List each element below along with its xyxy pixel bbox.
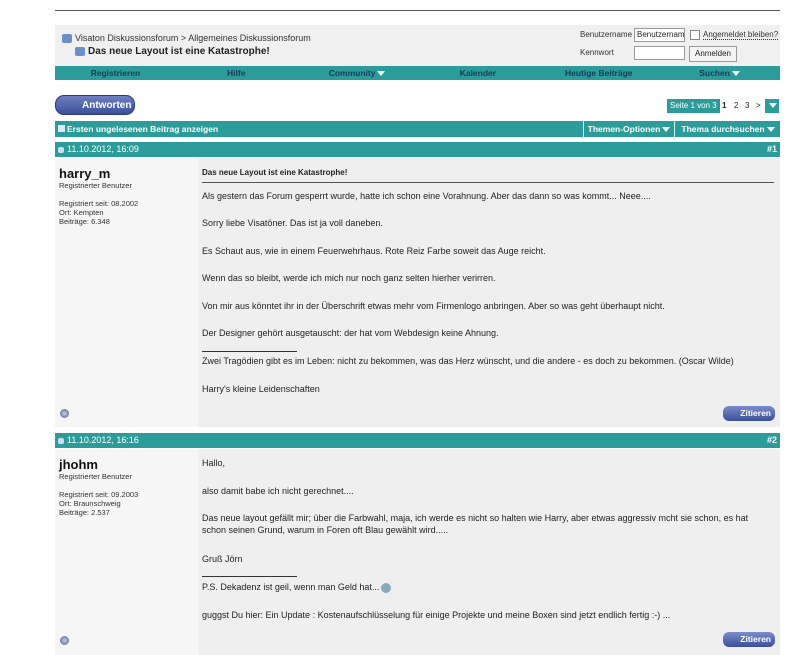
top-divider <box>55 10 780 11</box>
reply-button[interactable]: Antworten <box>55 95 135 115</box>
signature-link[interactable]: guggst Du hier: Ein Update : Kostenaufsc… <box>202 610 671 620</box>
thread-icon <box>75 46 85 56</box>
pager-label: Seite 1 von 3 <box>667 99 720 113</box>
post-paragraph: Als gestern das Forum gesperrt wurde, ha… <box>202 191 651 201</box>
remember-checkbox[interactable] <box>690 30 700 40</box>
thread-title-text: Das neue Layout ist eine Katastrophe! <box>88 46 270 57</box>
post-paragraph: Gruß Jörn <box>202 554 243 564</box>
breadcrumb: Visaton Diskussionsforum > Allgemeines D… <box>62 33 311 44</box>
signature-link[interactable]: Harry's kleine Leidenschaften <box>202 384 320 394</box>
post-date: 11.10.2012, 16:09 <box>67 144 139 154</box>
post-username[interactable]: jhohm <box>59 457 98 472</box>
nav-calendar[interactable]: Kalender <box>459 68 497 78</box>
user-location: Ort: Kempten <box>59 208 104 217</box>
post-paragraph: Wenn das so bleibt, werde ich mich nur n… <box>202 273 496 283</box>
post-icon <box>58 146 64 153</box>
pager-page-2[interactable]: 2 <box>734 101 739 110</box>
breadcrumb-forum-link[interactable]: Visaton Diskussionsforum <box>75 33 179 43</box>
username-label: Benutzername <box>580 30 633 39</box>
remember-label: Angemeldet bleiben? <box>703 30 779 40</box>
nav-register[interactable]: Registrieren <box>90 68 141 78</box>
cool-smiley-icon <box>381 582 392 593</box>
post-number-link[interactable]: #2 <box>766 435 777 445</box>
password-input[interactable] <box>634 46 685 60</box>
pager-page-1[interactable]: 1 <box>722 101 727 110</box>
quote-button[interactable]: Zitieren <box>723 406 775 421</box>
nav-todays-posts[interactable]: Heutige Beiträge <box>564 68 633 78</box>
post-username[interactable]: harry_m <box>59 166 111 181</box>
post-paragraph: Sorry liebe Visatöner. Das ist ja voll d… <box>202 218 383 228</box>
forum-icon <box>62 34 72 44</box>
user-rank: Registrierter Benutzer <box>59 181 132 190</box>
user-location: Ort: Braunschweig <box>59 499 121 508</box>
signature-divider <box>202 351 297 352</box>
signature-divider <box>202 576 297 577</box>
post-date: 11.10.2012, 16:16 <box>67 435 139 445</box>
user-post-count: Beiträge: 2.537 <box>59 508 110 517</box>
post-number-link[interactable]: #1 <box>766 144 777 154</box>
offline-status-icon <box>60 636 69 645</box>
password-label: Kennwort <box>580 48 614 57</box>
post-body: Hallo, also damit babe ich nicht gerechn… <box>198 449 780 655</box>
post-paragraph: Es Schaut aus, wie in einem Feuerwehrhau… <box>202 246 546 256</box>
pager-jump-button[interactable] <box>765 99 779 113</box>
checkbox-icon <box>58 125 65 132</box>
user-post-count: Beiträge: 6.348 <box>59 217 110 226</box>
pager-next[interactable]: > <box>756 101 761 110</box>
signature-text: P.S. Dekadenz ist geil, wenn man Geld ha… <box>202 582 380 592</box>
breadcrumb-separator: > <box>180 33 187 43</box>
username-input[interactable]: Benutzernam <box>634 28 685 42</box>
thread-options-menu[interactable]: Themen-Optionen <box>583 121 674 137</box>
post-icon <box>58 437 64 444</box>
thread-toolbar: Ersten ungelesenen Beitrag anzeigen Them… <box>55 121 780 137</box>
post-userinfo: jhohm Registrierter Benutzer Registriert… <box>55 449 198 655</box>
nav-help[interactable]: Hilfe <box>227 68 246 78</box>
title-divider <box>202 182 774 183</box>
signature-text: Zwei Tragödien gibt es im Leben: nicht z… <box>202 356 734 366</box>
first-unread-link[interactable]: Ersten ungelesenen Beitrag anzeigen <box>55 124 218 134</box>
main-nav: Registrieren Hilfe Community Kalender He… <box>55 66 780 80</box>
dropdown-arrow-icon <box>731 71 740 77</box>
post-title: Das neue Layout ist eine Katastrophe! <box>202 168 348 177</box>
post-header: 11.10.2012, 16:16 #2 <box>55 433 780 448</box>
user-rank: Registrierter Benutzer <box>59 472 132 481</box>
breadcrumb-subforum-link[interactable]: Allgemeines Diskussionsforum <box>188 33 311 43</box>
quote-button[interactable]: Zitieren <box>723 632 775 647</box>
login-button[interactable]: Anmelden <box>689 46 737 62</box>
offline-status-icon <box>60 409 69 418</box>
post-header: 11.10.2012, 16:09 #1 <box>55 142 780 157</box>
dropdown-arrow-icon <box>377 71 386 77</box>
search-thread-menu[interactable]: Thema durchsuchen <box>674 121 781 137</box>
dropdown-arrow-icon <box>769 103 777 109</box>
post-paragraph: Der Designer gehört ausgetauscht: der ha… <box>202 328 499 338</box>
post-paragraph: also damit babe ich nicht gerechnet.... <box>202 486 354 496</box>
nav-community[interactable]: Community <box>297 66 418 80</box>
pager-page-3[interactable]: 3 <box>745 101 750 110</box>
user-registered: Registriert seit: 09.2003 <box>59 490 139 499</box>
post-body: Das neue Layout ist eine Katastrophe! Al… <box>198 158 780 427</box>
post-userinfo: harry_m Registrierter Benutzer Registrie… <box>55 158 198 427</box>
nav-search[interactable]: Suchen <box>659 66 780 80</box>
post-paragraph: Hallo, <box>202 458 226 468</box>
post-paragraph: Von mir aus könntet ihr in der Überschri… <box>202 301 665 311</box>
post-paragraph: Das neue layout gefällt mir; über die Fa… <box>202 513 749 535</box>
thread-title: Das neue Layout ist eine Katastrophe! <box>75 46 270 57</box>
user-registered: Registriert seit: 08.2002 <box>59 199 139 208</box>
